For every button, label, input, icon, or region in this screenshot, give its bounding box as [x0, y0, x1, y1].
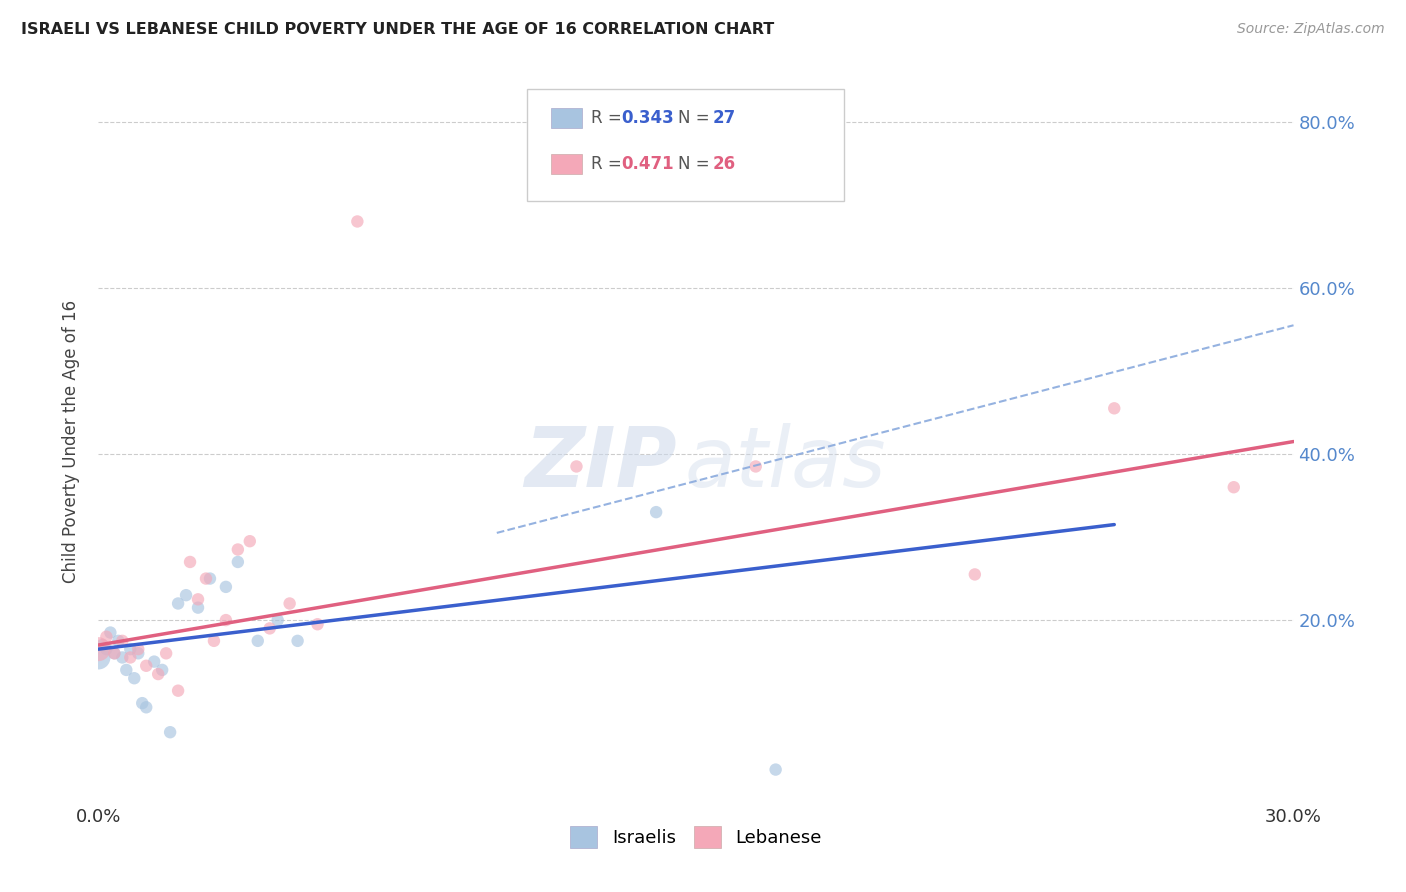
- Text: 26: 26: [713, 155, 735, 173]
- Point: [187, 592, 209, 607]
- Point: [239, 534, 262, 549]
- Point: [198, 572, 221, 586]
- Point: [645, 505, 668, 519]
- Y-axis label: Child Poverty Under the Age of 16: Child Poverty Under the Age of 16: [62, 300, 80, 583]
- Point: [120, 650, 142, 665]
- Text: R =: R =: [591, 109, 627, 127]
- Point: [124, 671, 146, 685]
- Point: [107, 633, 129, 648]
- Text: N =: N =: [678, 155, 714, 173]
- Point: [127, 642, 149, 657]
- Point: [143, 655, 166, 669]
- Point: [167, 683, 190, 698]
- Point: [215, 613, 238, 627]
- Point: [226, 542, 249, 557]
- Point: [91, 638, 114, 652]
- Point: [246, 633, 269, 648]
- Point: [111, 633, 134, 648]
- Point: [103, 646, 125, 660]
- Point: [215, 580, 238, 594]
- Text: 0.471: 0.471: [621, 155, 673, 173]
- Point: [565, 459, 588, 474]
- Point: [135, 658, 157, 673]
- Point: [195, 572, 218, 586]
- Point: [307, 617, 329, 632]
- Point: [120, 642, 142, 657]
- Text: atlas: atlas: [685, 423, 886, 504]
- Point: [179, 555, 201, 569]
- Text: Source: ZipAtlas.com: Source: ZipAtlas.com: [1237, 22, 1385, 37]
- Text: ZIP: ZIP: [524, 423, 676, 504]
- Point: [87, 642, 110, 657]
- Point: [96, 642, 118, 657]
- Point: [103, 646, 125, 660]
- Text: ISRAELI VS LEBANESE CHILD POVERTY UNDER THE AGE OF 16 CORRELATION CHART: ISRAELI VS LEBANESE CHILD POVERTY UNDER …: [21, 22, 775, 37]
- Point: [226, 555, 249, 569]
- Point: [187, 600, 209, 615]
- Point: [278, 597, 301, 611]
- Legend: Israelis, Lebanese: Israelis, Lebanese: [562, 819, 830, 855]
- Point: [135, 700, 157, 714]
- Point: [127, 646, 149, 660]
- Point: [150, 663, 173, 677]
- Text: N =: N =: [678, 109, 714, 127]
- Point: [148, 667, 170, 681]
- Point: [1223, 480, 1246, 494]
- Point: [115, 663, 138, 677]
- Point: [159, 725, 181, 739]
- Point: [765, 763, 787, 777]
- Point: [87, 650, 110, 665]
- Point: [111, 650, 134, 665]
- Point: [1104, 401, 1126, 416]
- Point: [259, 621, 281, 635]
- Point: [963, 567, 986, 582]
- Point: [131, 696, 153, 710]
- Text: 0.343: 0.343: [621, 109, 675, 127]
- Point: [267, 613, 290, 627]
- Point: [202, 633, 225, 648]
- Point: [167, 597, 190, 611]
- Point: [96, 630, 118, 644]
- Point: [155, 646, 177, 660]
- Point: [287, 633, 309, 648]
- Point: [98, 625, 122, 640]
- Point: [745, 459, 768, 474]
- Point: [174, 588, 197, 602]
- Text: 27: 27: [713, 109, 737, 127]
- Text: R =: R =: [591, 155, 627, 173]
- Point: [346, 214, 368, 228]
